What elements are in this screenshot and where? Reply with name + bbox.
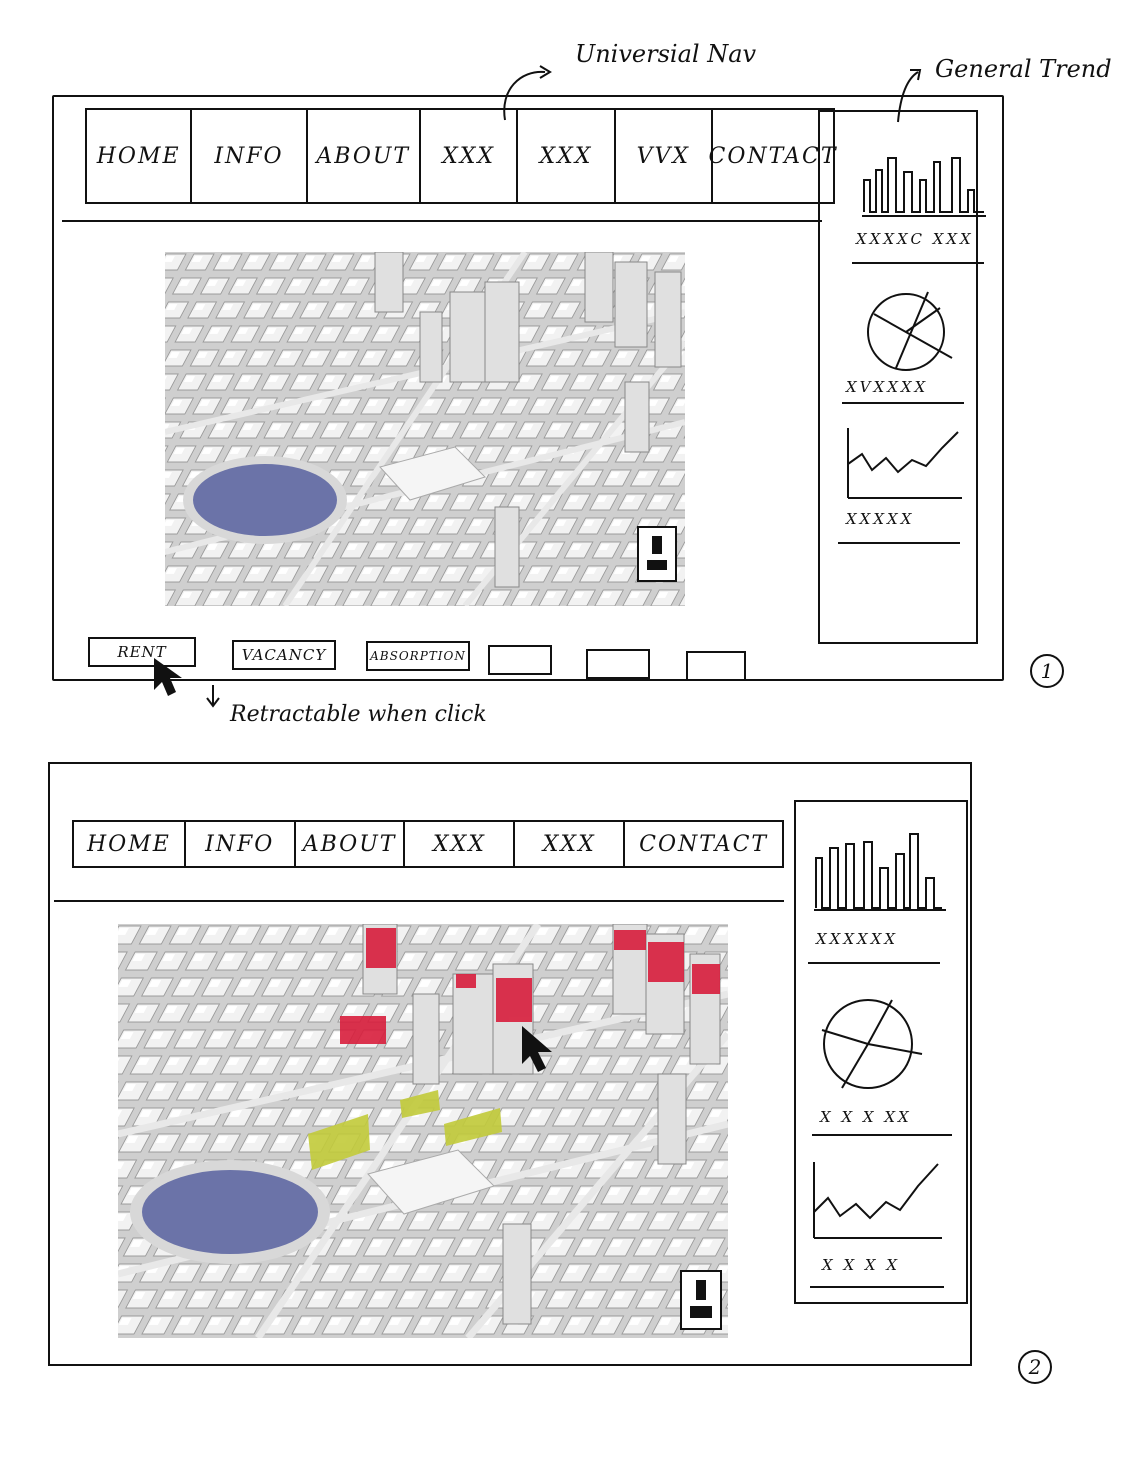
sketch1-frame bbox=[52, 95, 1004, 681]
retractable-annotation: Retractable when click bbox=[230, 702, 487, 727]
sketch2-line-chart-icon bbox=[813, 1162, 942, 1239]
sketch2-trend-divider-1 bbox=[808, 962, 940, 964]
sketch2-trend-label-1: XXXXXX bbox=[816, 930, 899, 948]
nav-info[interactable]: INFO bbox=[190, 110, 305, 202]
sketch1-line-chart-icon bbox=[847, 428, 962, 499]
sketch2-frame bbox=[48, 762, 972, 1366]
sketch1-trend-label-1: XXXXC XXX bbox=[856, 230, 974, 248]
sketch2-trend-label-2: X X X XX bbox=[820, 1108, 912, 1126]
sketch2-general-trend-panel bbox=[794, 800, 968, 1304]
sketch1-trend-divider-1 bbox=[852, 262, 984, 264]
tab-empty-3[interactable] bbox=[686, 651, 746, 681]
nav-info[interactable]: INFO bbox=[183, 822, 294, 866]
sketch1-bar-chart-icon bbox=[862, 157, 986, 217]
sketch1-universal-nav: HOME INFO ABOUT XXX XXX VVX CONTACT bbox=[85, 108, 836, 204]
nav-home[interactable]: HOME bbox=[72, 822, 184, 866]
universal-nav-annotation: Universial Nav bbox=[575, 40, 757, 68]
tab-empty-1[interactable] bbox=[488, 645, 552, 675]
sketch2-header-divider bbox=[54, 900, 784, 902]
sketch2-trend-label-3: X X X X bbox=[822, 1256, 901, 1274]
sketch1-header-divider bbox=[62, 220, 822, 222]
sketch1-pie-chart-icon bbox=[867, 291, 953, 371]
sketch2-page-number: 2 bbox=[1018, 1350, 1052, 1384]
tab-absorption[interactable]: ABSORPTION bbox=[366, 641, 470, 671]
nav-about[interactable]: ABOUT bbox=[293, 822, 404, 866]
nav-xxx-1[interactable]: XXX bbox=[403, 822, 513, 866]
city-map-highlighted-render bbox=[118, 924, 728, 1338]
nav-xxx-3[interactable]: VVX bbox=[613, 110, 711, 202]
zoom-icon bbox=[690, 1280, 712, 1318]
sketch1-trend-divider-2 bbox=[842, 402, 964, 404]
sketch2-pie-chart-icon bbox=[821, 999, 923, 1089]
sketch2-universal-nav: HOME INFO ABOUT XXX XXX CONTACT bbox=[72, 820, 785, 868]
zoom-icon bbox=[647, 536, 667, 570]
sketch2-trend-divider-3 bbox=[810, 1286, 944, 1288]
nav-xxx-2[interactable]: XXX bbox=[516, 110, 613, 202]
tab-vacancy[interactable]: VACANCY bbox=[232, 640, 336, 670]
sketch1-trend-divider-3 bbox=[838, 542, 960, 544]
nav-xxx-1[interactable]: XXX bbox=[418, 110, 516, 202]
nav-about[interactable]: ABOUT bbox=[305, 110, 419, 202]
tab-empty-2[interactable] bbox=[586, 649, 650, 679]
sketch1-page-number: 1 bbox=[1030, 654, 1064, 688]
sketch1-trend-label-2: XVXXXX bbox=[846, 378, 929, 396]
nav-contact[interactable]: CONTACT bbox=[623, 822, 785, 866]
sketch1-general-trend-panel bbox=[818, 110, 978, 644]
sketch1-zoom-control[interactable] bbox=[637, 526, 677, 582]
sketch1-trend-label-3: XXXXX bbox=[846, 510, 915, 528]
sketch2-trend-divider-2 bbox=[812, 1134, 952, 1136]
general-trend-annotation: General Trend bbox=[935, 55, 1112, 83]
city-map-render bbox=[165, 252, 685, 606]
nav-home[interactable]: HOME bbox=[85, 110, 190, 202]
sketch2-zoom-control[interactable] bbox=[680, 1270, 722, 1330]
nav-xxx-2[interactable]: XXX bbox=[513, 822, 623, 866]
tab-rent[interactable]: RENT bbox=[88, 637, 196, 667]
sketch2-bar-chart-icon bbox=[814, 833, 946, 911]
nav-contact[interactable]: CONTACT bbox=[709, 110, 836, 202]
sketch1-city-map[interactable] bbox=[165, 252, 685, 606]
cursor-arrow-icon bbox=[154, 658, 182, 696]
sketch2-city-map[interactable] bbox=[118, 924, 728, 1338]
